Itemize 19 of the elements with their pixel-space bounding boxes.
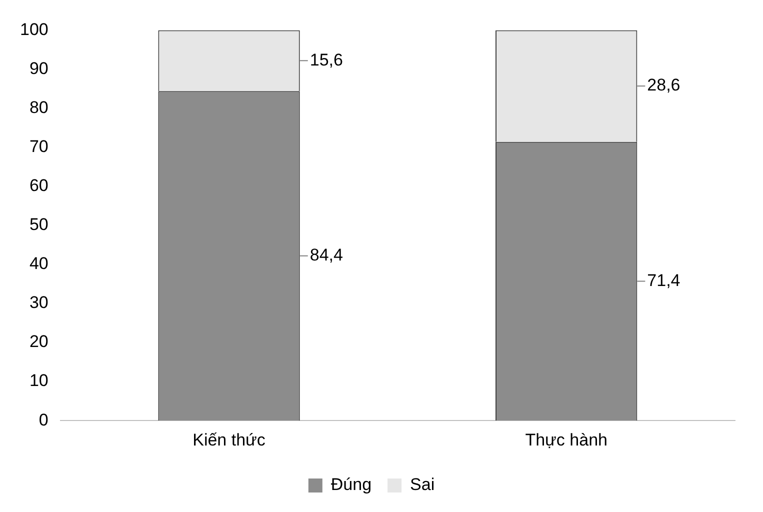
x-tick-label: Kiến thức <box>192 430 266 450</box>
data-label: 15,6 <box>310 50 343 70</box>
y-tick-label: 10 <box>29 371 48 390</box>
data-label: 84,4 <box>310 246 343 265</box>
y-tick-label: 80 <box>29 98 48 117</box>
y-tick-label: 70 <box>29 137 48 156</box>
data-label: 71,4 <box>647 270 680 290</box>
data-label: 28,6 <box>647 76 680 95</box>
y-tick-label: 30 <box>29 293 48 312</box>
legend-label: Đúng <box>330 475 372 494</box>
y-tick-label: 50 <box>29 215 48 234</box>
y-tick-label: 40 <box>29 254 48 274</box>
x-tick-label: Thực hành <box>525 430 608 450</box>
y-tick-label: 60 <box>29 176 48 196</box>
legend-label: Sai <box>410 475 435 494</box>
y-tick-label: 0 <box>38 410 48 430</box>
y-tick-label: 20 <box>29 332 48 352</box>
y-tick-label: 100 <box>20 20 48 39</box>
y-tick-label: 90 <box>29 58 48 78</box>
